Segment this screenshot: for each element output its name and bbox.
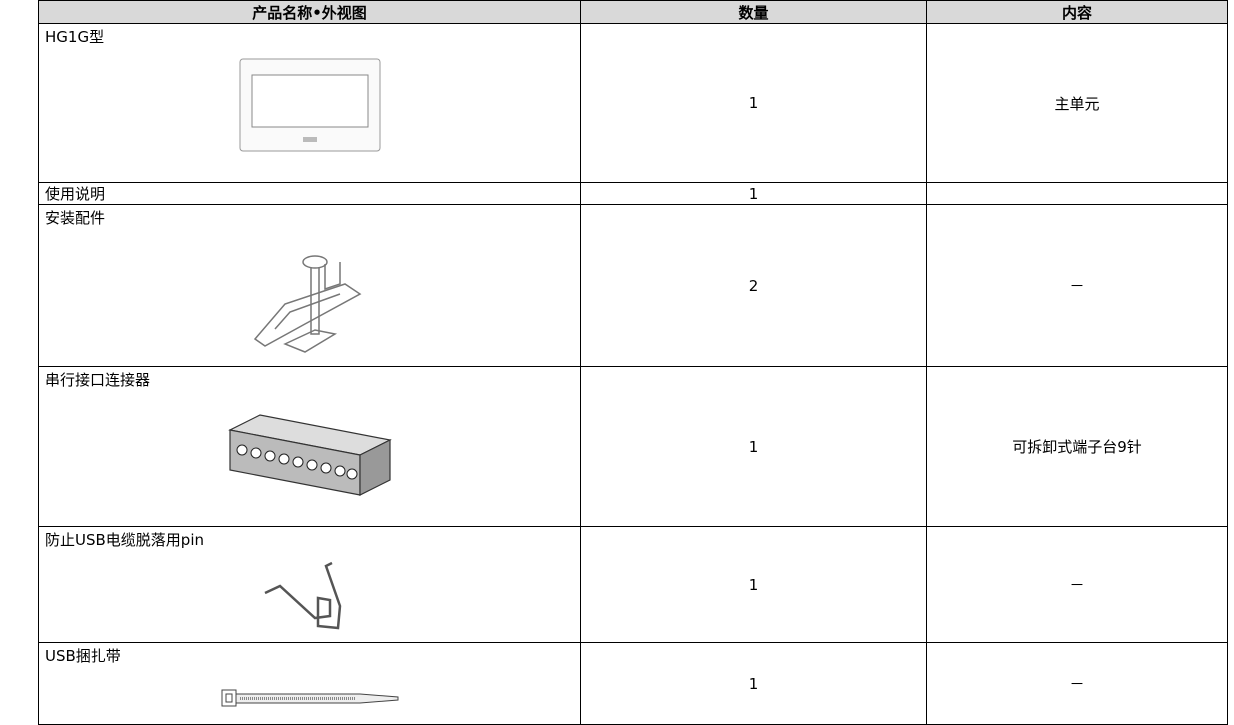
item-name: HG1G型 [45, 28, 105, 46]
cable-tie-image [221, 689, 398, 707]
item-name: 安装配件 [45, 209, 106, 227]
row: USB捆扎带 1 － [38, 642, 1228, 725]
row: 防止USB电缆脱落用pin 1 － [38, 526, 1228, 643]
content: － [926, 204, 1228, 367]
row: 安装配件 2 － [38, 204, 1228, 367]
bracket-image [253, 255, 361, 353]
name-cell: USB捆扎带 [38, 642, 581, 725]
content: 主单元 [926, 23, 1228, 183]
content: － [926, 526, 1228, 643]
item-name: 防止USB电缆脱落用pin [45, 531, 204, 549]
name-cell: 防止USB电缆脱落用pin [38, 526, 581, 643]
item-name: 使用说明 [45, 185, 106, 203]
name-cell: 安装配件 [38, 204, 581, 367]
header-cell: 产品名称•外视图 [38, 0, 581, 24]
name-cell: 串行接口连接器 [38, 366, 581, 527]
row: 串行接口连接器 1 可拆卸式端子台9针 [38, 366, 1228, 527]
row: HG1G型 1 主单元 [38, 23, 1228, 183]
connector-image [227, 414, 392, 496]
unit-image [239, 58, 380, 152]
content: 可拆卸式端子台9针 [926, 366, 1228, 527]
name-cell: 使用说明 [38, 182, 581, 205]
quantity: 1 [580, 23, 927, 183]
quantity: 1 [580, 366, 927, 527]
quantity: 1 [580, 182, 927, 205]
header-row: 产品名称•外视图 数量 内容 [38, 0, 1228, 24]
header-cell: 内容 [926, 0, 1228, 24]
content [926, 182, 1228, 205]
header-cell: 数量 [580, 0, 927, 24]
item-name: USB捆扎带 [45, 647, 121, 665]
quantity: 2 [580, 204, 927, 367]
quantity: 1 [580, 526, 927, 643]
quantity: 1 [580, 642, 927, 725]
accessory-table: 产品名称•外视图 数量 内容 HG1G型 1 主单元 使用说明 1 安装配件 [38, 0, 1228, 725]
content: － [926, 642, 1228, 725]
row: 使用说明 1 [38, 182, 1228, 205]
pin-image [263, 561, 341, 630]
item-name: 串行接口连接器 [45, 371, 151, 389]
name-cell: HG1G型 [38, 23, 581, 183]
